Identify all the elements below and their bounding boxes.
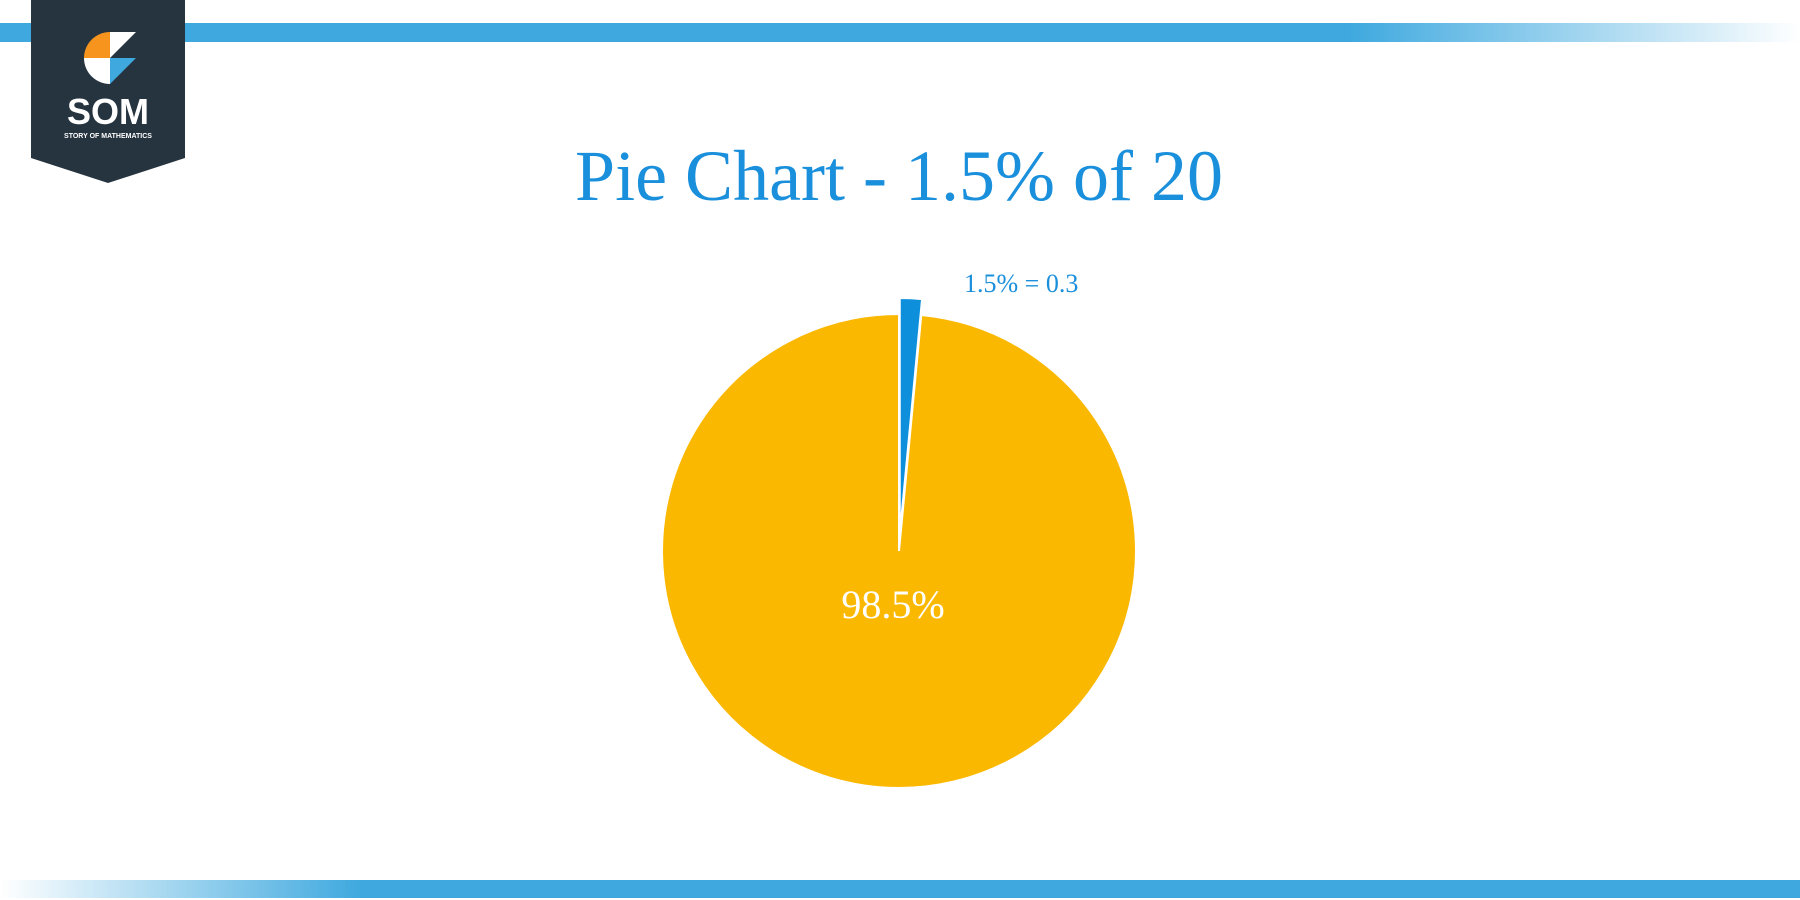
chart-title: Pie Chart - 1.5% of 20	[575, 136, 1223, 216]
logo: SOM STORY OF MATHEMATICS	[31, 0, 185, 183]
data-label: 98.5%	[841, 582, 944, 627]
logo-icon	[84, 32, 110, 58]
bottom-bar	[0, 880, 1800, 898]
logo-name: SOM	[67, 91, 149, 132]
top-bar	[0, 23, 1800, 42]
pie-slice	[661, 312, 1137, 789]
logo-tagline: STORY OF MATHEMATICS	[64, 133, 152, 140]
logo-icon	[84, 58, 110, 84]
logo-icon	[110, 58, 136, 84]
data-label: 1.5% = 0.3	[964, 269, 1078, 298]
logo-badge	[31, 0, 185, 183]
logo-icon	[110, 32, 136, 58]
